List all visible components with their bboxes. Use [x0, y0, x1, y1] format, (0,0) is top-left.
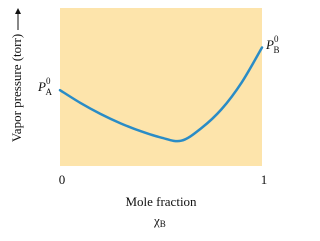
x-tick-label: 0 [59, 172, 66, 187]
x-tick-label: 1 [261, 172, 268, 187]
annotation-pb: P0 B [265, 34, 279, 55]
x-axis-label: Mole fraction [125, 194, 197, 209]
annotation-pa: P0 A [37, 76, 52, 97]
y-axis-label: Vapor pressure (torr) [9, 34, 24, 142]
line [58, 46, 264, 143]
chart: Vapor pressure (torr) Mole fraction χB P… [9, 8, 279, 229]
y-axis-arrowhead [15, 8, 21, 14]
plot-area [60, 8, 262, 166]
x-symbol: χB [153, 213, 166, 229]
